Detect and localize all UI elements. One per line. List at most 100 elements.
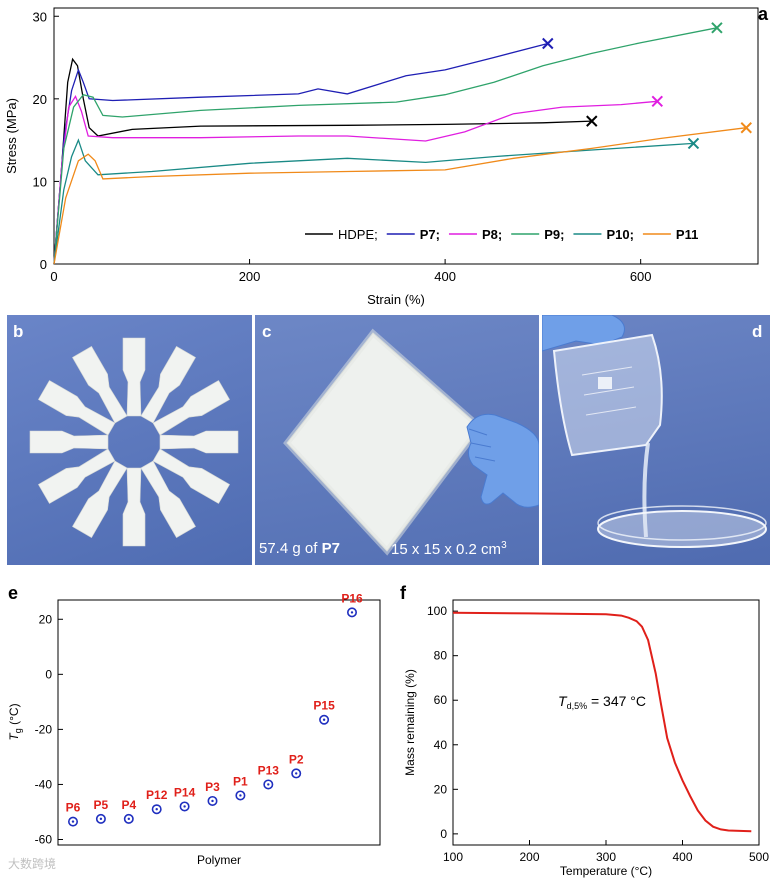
series-line-p9 (53, 27, 718, 265)
x-tick-label: 500 (749, 850, 769, 864)
legend-label-p11: P11 (676, 227, 698, 242)
tg-label-p1: P1 (233, 774, 248, 788)
tg-point-p1 (235, 790, 246, 801)
tg-label-p3: P3 (205, 780, 220, 794)
break-point-marker-p10 (687, 137, 700, 150)
tg-label-p12: P12 (146, 788, 168, 802)
y-tick-label: -40 (35, 777, 53, 791)
y-tick-label: -20 (35, 722, 53, 736)
series-line-p10 (53, 138, 694, 265)
tg-point-center-p5 (99, 817, 103, 821)
tg-point-p6 (68, 816, 79, 827)
panel-label-c: c (262, 322, 271, 341)
y-tick-label: -60 (35, 832, 53, 846)
tg-point-p12 (151, 804, 162, 815)
sample-dimensions-caption: 15 x 15 x 0.2 cm3 (391, 540, 507, 558)
x-tick-label: 100 (443, 850, 463, 864)
break-point-marker-p11 (740, 122, 752, 134)
legend-label-p9: P9; (544, 227, 564, 242)
beaker-icon (552, 333, 663, 457)
tg-label-p2: P2 (289, 752, 304, 766)
y-tick-label: 30 (33, 9, 47, 24)
tg-label-p13: P13 (258, 763, 280, 777)
x-axis-label: Polymer (197, 853, 241, 867)
legend-label-p10: P10; (606, 227, 633, 242)
watermark: 大数跨境 (8, 857, 57, 871)
tg-point-center-p12 (155, 808, 158, 811)
plot-frame (452, 599, 760, 846)
sample-mass-id: P7 (321, 540, 340, 557)
y-tick-label: 80 (434, 649, 448, 663)
legend-label-p7: P7; (420, 227, 440, 242)
tg-point-center-p14 (183, 805, 186, 808)
y-axis-label: Mass remaining (%) (403, 669, 417, 776)
plot-frame (57, 599, 381, 846)
y-tick-label: 0 (440, 827, 447, 841)
series-line-hdpe (53, 57, 592, 265)
glass-transition-chart: e 20 0 -20 -40 -60 Polymer Tg (°C) P6 P5 P4 P12 P14… (7, 583, 381, 867)
legend-label-hdpe: HDPE; (338, 227, 378, 242)
x-tick-label: 400 (672, 850, 692, 864)
photo-pouring-solution: d (542, 315, 770, 565)
panel-label-d: d (752, 322, 762, 341)
x-axis-label: Temperature (°C) (560, 864, 652, 878)
plot-frame (53, 7, 759, 265)
petri-dish-icon (597, 505, 767, 548)
x-tick-label: 200 (519, 850, 539, 864)
gloved-hand-icon (466, 413, 539, 508)
pouring-illustration: d (542, 315, 767, 548)
stress-strain-chart: a 0 200 400 600 0 10 20 30 Strain (%) Stress (MPa… (4, 4, 769, 307)
tg-point-p3 (207, 795, 218, 806)
tg-label-p6: P6 (66, 801, 81, 815)
dogbone-star-illustration: b (13, 322, 239, 547)
photo-p7-sheet: c 57.4 g of P7 15 x 15 x 0.2 cm3 (255, 315, 539, 565)
tg-point-p5 (95, 813, 106, 824)
break-point-marker-p8 (651, 95, 663, 108)
tg-point-p13 (263, 779, 274, 790)
break-point-marker-p7 (542, 37, 554, 50)
tg-label-p16: P16 (341, 591, 363, 605)
panel-label-a: a (758, 4, 769, 24)
y-tick-label: 0 (45, 667, 52, 681)
tg-point-center-p13 (267, 783, 270, 786)
photo-dogbone-specimens: b (7, 315, 252, 565)
y-tick-label: 0 (40, 257, 47, 272)
x-tick-label: 0 (50, 269, 57, 284)
y-tick-label: 20 (434, 782, 448, 796)
tg-point-p2 (291, 768, 302, 779)
tg-point-p4 (123, 813, 134, 824)
sample-mass-text: 57.4 g of (259, 540, 322, 557)
x-tick-label: 600 (630, 269, 652, 284)
tg-point-center-p2 (295, 772, 298, 775)
tg-point-p15 (319, 714, 330, 725)
tg-point-center-p16 (350, 611, 354, 614)
y-axis-label: Tg (°C) (7, 703, 23, 740)
tg-point-center-p4 (127, 817, 130, 821)
panel-label-f: f (400, 583, 407, 603)
tg-point-center-p1 (239, 794, 242, 797)
tg-point-p16 (346, 607, 357, 618)
tg-point-p14 (179, 801, 190, 812)
sample-mass-caption: 57.4 g of P7 (259, 540, 340, 557)
sheet-illustration: c (262, 322, 539, 556)
series-line-p11 (53, 127, 747, 265)
break-point-marker-hdpe (586, 115, 598, 127)
x-axis-label: Strain (%) (367, 292, 425, 307)
panel-label-b: b (13, 322, 23, 341)
decomposition-annotation: Td,5% = 347 °C (558, 693, 646, 711)
sample-dimensions-text: 15 x 15 x 0.2 cm (391, 541, 502, 558)
legend-label-p8: P8; (482, 227, 502, 242)
break-point-marker-p9 (711, 22, 723, 34)
tg-label-p4: P4 (121, 798, 136, 812)
tg-label-p15: P15 (313, 699, 335, 713)
tg-point-center-p15 (322, 718, 326, 721)
series-line-p7 (53, 42, 548, 265)
tg-point-center-p3 (211, 799, 214, 803)
sample-dimensions-exponent: 3 (501, 540, 507, 551)
y-tick-label: 60 (434, 693, 448, 707)
x-tick-label: 300 (596, 850, 616, 864)
series-line-p8 (53, 94, 658, 265)
tg-label-p5: P5 (94, 798, 109, 812)
tga-curve (452, 611, 752, 833)
tg-point-center-p6 (71, 820, 75, 823)
